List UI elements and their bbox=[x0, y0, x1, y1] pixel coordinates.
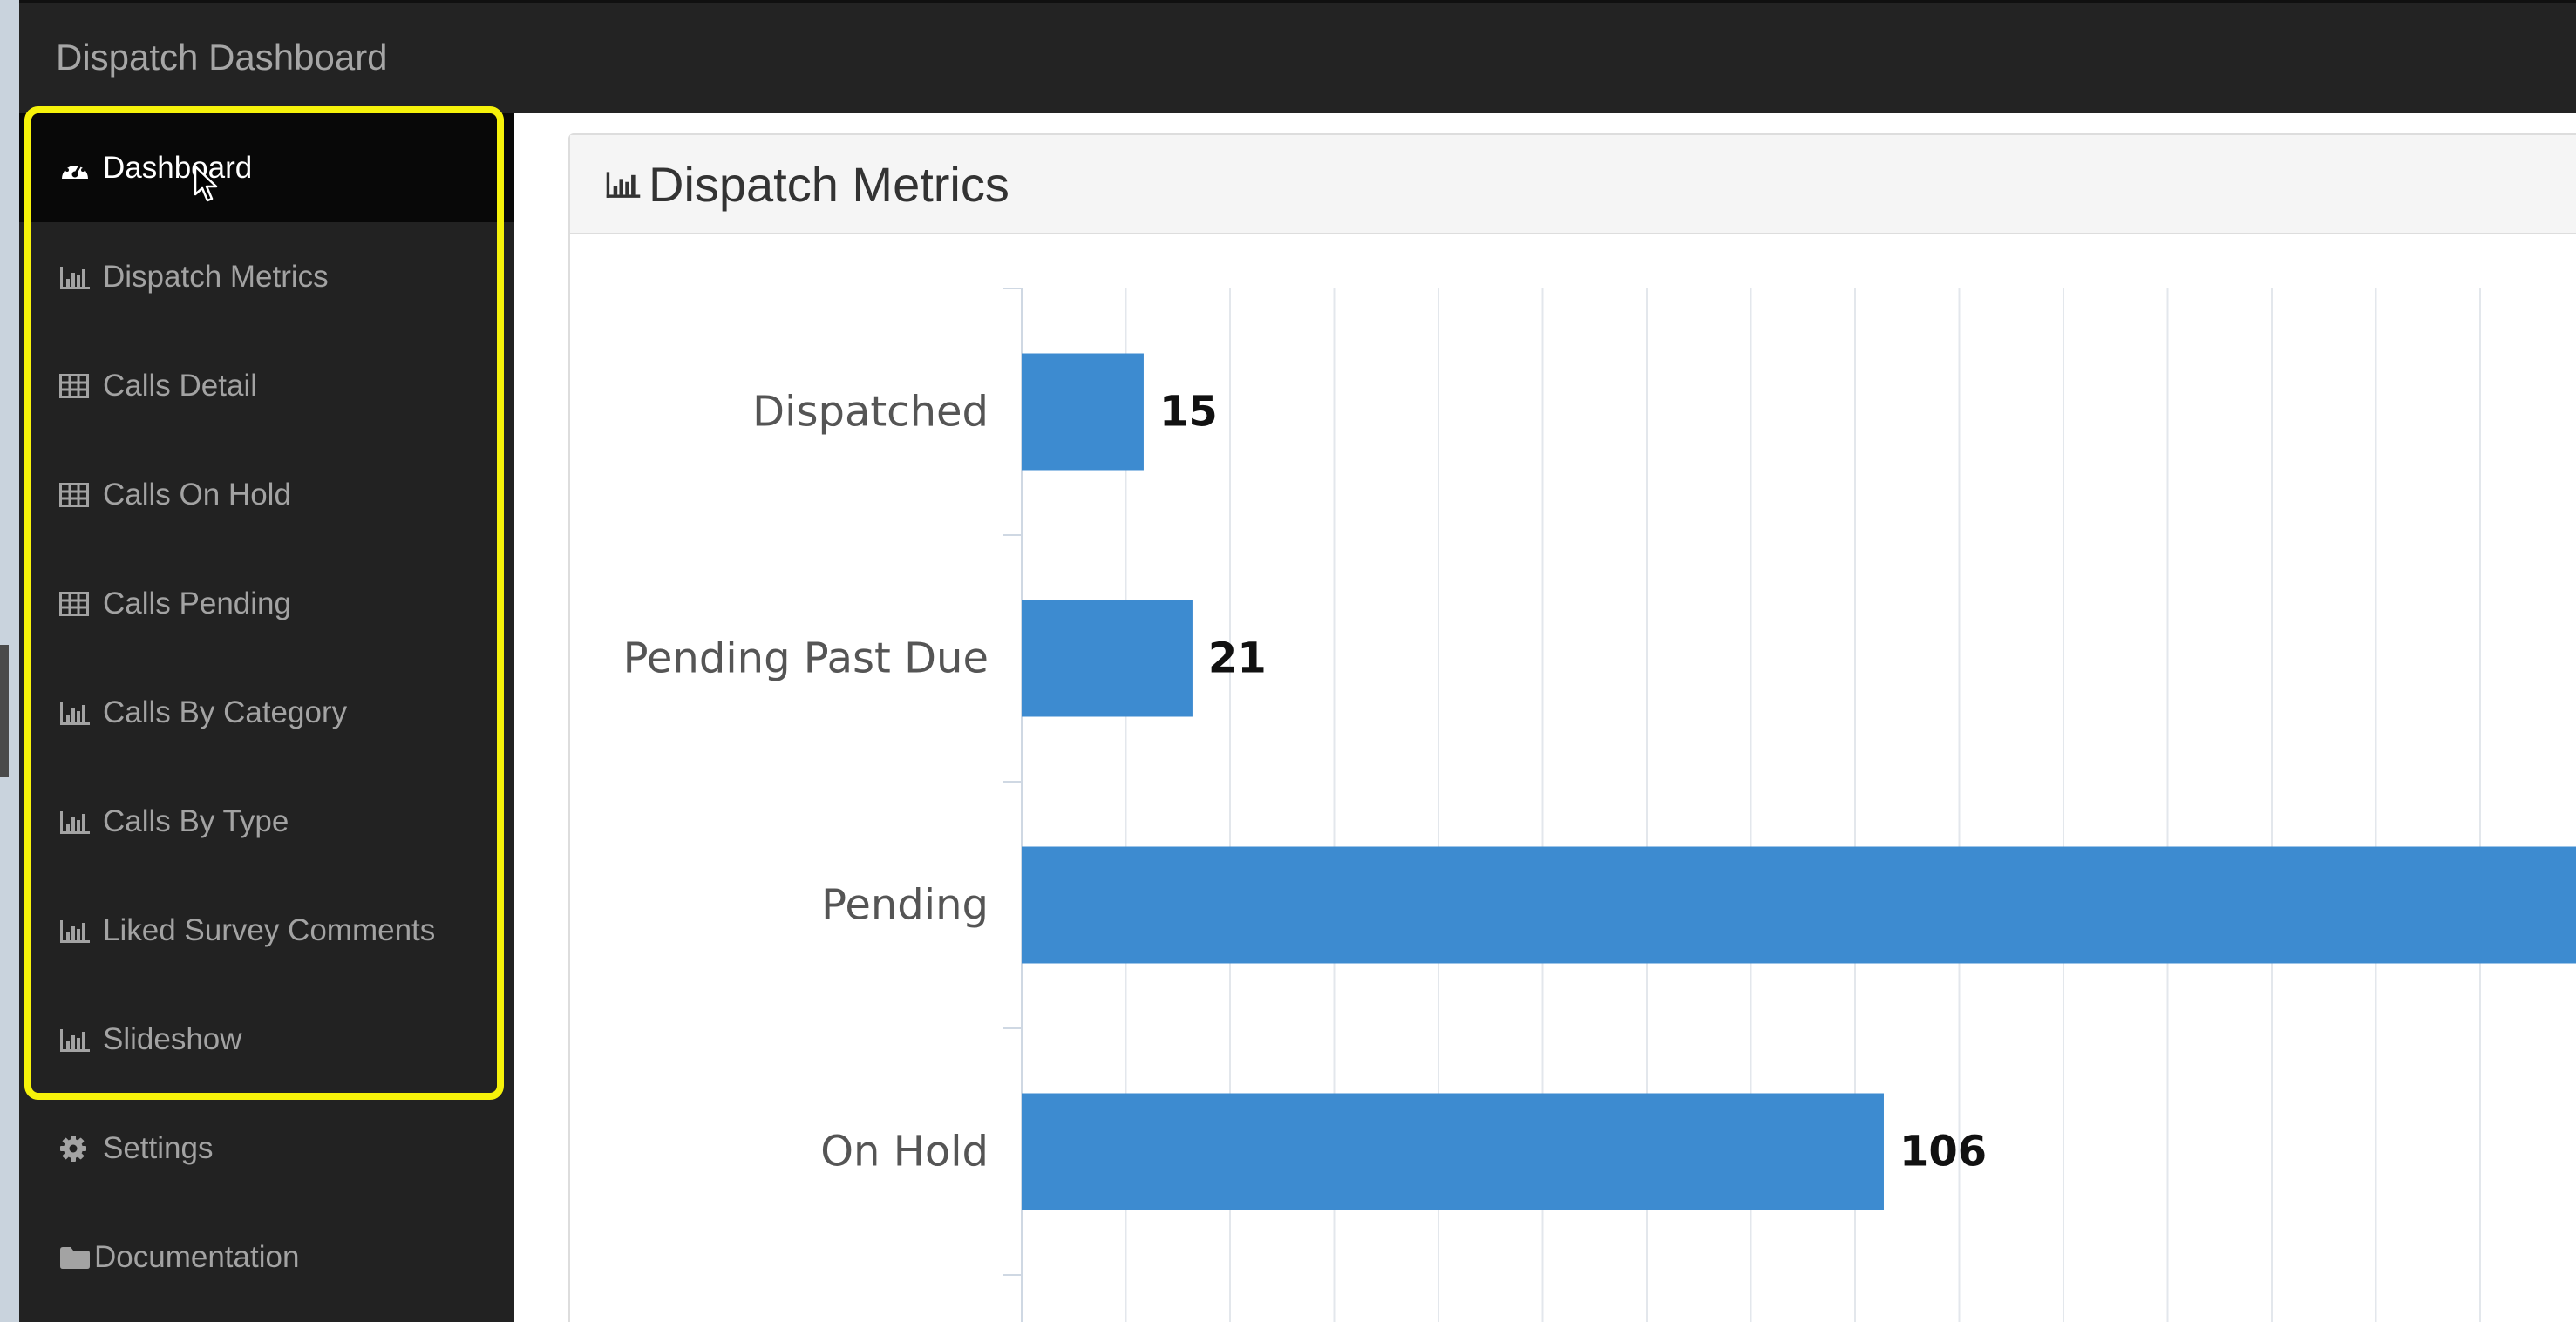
edge-marker bbox=[0, 645, 9, 777]
data-label: 15 bbox=[1159, 388, 1218, 437]
sidebar-item-label: Calls Detail bbox=[103, 368, 257, 403]
window-edge bbox=[0, 0, 19, 1322]
sidebar-item-label: Liked Survey Comments bbox=[103, 912, 436, 947]
data-label: 21 bbox=[1208, 634, 1267, 683]
folder-icon bbox=[59, 1240, 91, 1275]
sidebar-item-label: Calls On Hold bbox=[103, 477, 291, 512]
sidebar: Dashboard Dispatch Metrics Calls Detail … bbox=[19, 113, 514, 1322]
sidebar-item-label: Dispatch Metrics bbox=[103, 259, 329, 294]
sidebar-item-label: Dashboard bbox=[103, 150, 253, 185]
dispatch-metrics-panel: Dispatch Metrics Dispatched 15 Pending Pas… bbox=[568, 133, 2576, 1322]
app-window: Dispatch Dashboard Dashboard Dispatch Me… bbox=[19, 0, 2576, 1322]
dispatch-metrics-chart: Dispatched 15 Pending Past Due 21 Pending On … bbox=[623, 288, 2576, 1322]
gear-icon bbox=[59, 1131, 96, 1166]
sidebar-item-settings[interactable]: Settings bbox=[19, 1094, 514, 1203]
app-title[interactable]: Dispatch Dashboard bbox=[56, 37, 388, 78]
sidebar-item-dispatch-metrics[interactable]: Dispatch Metrics bbox=[19, 222, 514, 331]
bar bbox=[1022, 846, 2576, 964]
bar bbox=[1022, 600, 1193, 717]
sidebar-item-label: Calls By Category bbox=[103, 695, 348, 729]
bar-chart-icon bbox=[59, 260, 96, 295]
table-icon bbox=[59, 478, 96, 512]
sidebar-item-calls-detail[interactable]: Calls Detail bbox=[19, 331, 514, 440]
top-navbar: Dispatch Dashboard bbox=[19, 0, 2576, 113]
category-label: Pending Past Due bbox=[623, 634, 989, 683]
sidebar-item-calls-pending[interactable]: Calls Pending bbox=[19, 549, 514, 658]
sidebar-item-calls-by-type[interactable]: Calls By Type bbox=[19, 767, 514, 876]
sidebar-item-label: Calls Pending bbox=[103, 586, 291, 620]
bar-chart-icon bbox=[59, 913, 96, 948]
table-icon bbox=[59, 369, 96, 403]
sidebar-item-label: Calls By Type bbox=[103, 803, 289, 838]
bar bbox=[1022, 353, 1144, 471]
data-label: 106 bbox=[1900, 1128, 1987, 1176]
panel-header: Dispatch Metrics bbox=[570, 135, 2576, 234]
bar-chart-icon bbox=[59, 695, 96, 730]
sidebar-item-dashboard[interactable]: Dashboard bbox=[19, 113, 514, 222]
table-icon bbox=[59, 586, 96, 621]
mouse-cursor-icon bbox=[194, 165, 218, 202]
sidebar-item-documentation[interactable]: Documentation bbox=[19, 1203, 514, 1312]
category-label: Pending bbox=[821, 881, 989, 930]
sidebar-item-label: Documentation bbox=[94, 1239, 300, 1274]
sidebar-item-liked-survey-comments[interactable]: Liked Survey Comments bbox=[19, 876, 514, 985]
dashboard-icon bbox=[59, 151, 96, 186]
sidebar-item-slideshow[interactable]: Slideshow bbox=[19, 985, 514, 1094]
category-label: On Hold bbox=[820, 1128, 989, 1176]
sidebar-item-label: Slideshow bbox=[103, 1021, 242, 1056]
bar-chart-icon bbox=[59, 1022, 96, 1057]
sidebar-item-label: Settings bbox=[103, 1130, 214, 1165]
bar bbox=[1022, 1093, 1884, 1210]
sidebar-item-calls-on-hold[interactable]: Calls On Hold bbox=[19, 440, 514, 549]
panel-title: Dispatch Metrics bbox=[649, 156, 1009, 212]
sidebar-item-calls-by-category[interactable]: Calls By Category bbox=[19, 658, 514, 767]
category-label: Dispatched bbox=[752, 388, 989, 437]
bar-chart-icon bbox=[59, 804, 96, 839]
bar-chart-icon bbox=[605, 166, 647, 201]
